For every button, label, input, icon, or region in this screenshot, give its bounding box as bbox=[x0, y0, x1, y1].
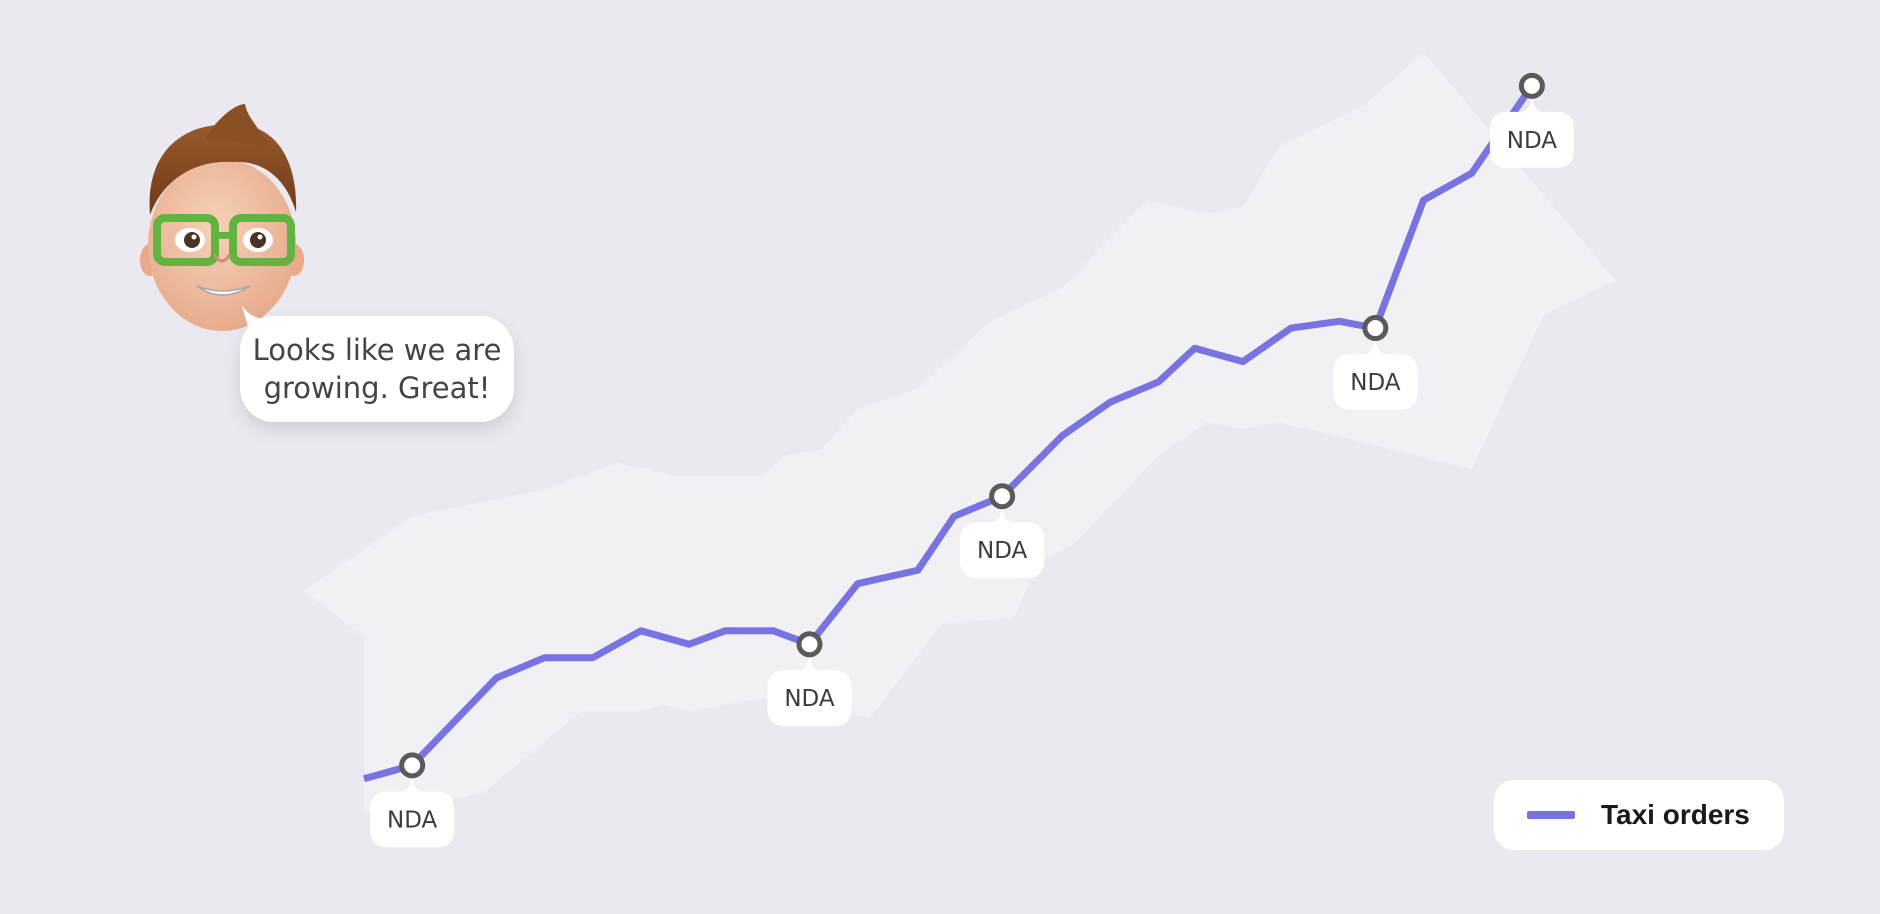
data-point-marker bbox=[796, 631, 823, 658]
confidence-band bbox=[303, 52, 1617, 813]
callout-bubble bbox=[1489, 95, 1574, 168]
series-line bbox=[363, 83, 1535, 783]
callout-label: NDA bbox=[387, 807, 438, 833]
data-point-marker bbox=[1518, 72, 1545, 99]
legend-label: Taxi orders bbox=[1601, 799, 1750, 830]
speech-bubble: Looks like we are growing. Great! bbox=[240, 306, 514, 422]
data-point-marker bbox=[399, 752, 426, 779]
annotation-4: NDA bbox=[1333, 315, 1418, 411]
speech-bubble-line-1: Looks like we are bbox=[253, 333, 502, 367]
data-point-marker bbox=[989, 483, 1016, 510]
annotation-2: NDA bbox=[767, 631, 852, 727]
annotation-3: NDA bbox=[960, 483, 1045, 579]
data-point-marker bbox=[1362, 315, 1389, 342]
legend: Taxi orders bbox=[1494, 780, 1784, 850]
speech-bubble-line-2: growing. Great! bbox=[264, 371, 491, 405]
annotation-1: NDA bbox=[370, 752, 455, 848]
callout-bubble bbox=[767, 654, 852, 727]
callout-label: NDA bbox=[1350, 370, 1401, 396]
callout-bubble bbox=[370, 775, 455, 848]
memoji-avatar-icon bbox=[140, 104, 304, 331]
callout-bubble bbox=[1333, 338, 1418, 411]
taxi-orders-series bbox=[363, 83, 1535, 783]
legend-swatch bbox=[1527, 811, 1575, 819]
callout-label: NDA bbox=[1507, 128, 1558, 154]
callout-bubble bbox=[960, 506, 1045, 579]
callout-label: NDA bbox=[977, 538, 1028, 564]
callout-label: NDA bbox=[784, 686, 835, 712]
band-area bbox=[303, 52, 1617, 813]
annotation-5: NDA bbox=[1489, 72, 1574, 168]
annotation-markers: NDA NDA NDA NDA NDA bbox=[370, 72, 1574, 848]
